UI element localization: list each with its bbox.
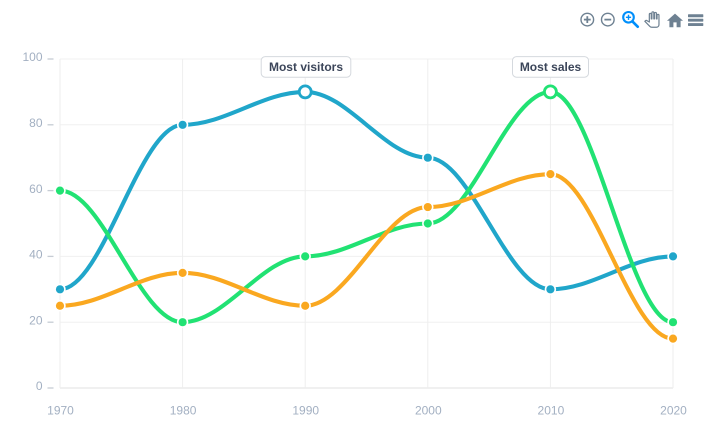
svg-text:Most visitors: Most visitors [269,60,343,74]
svg-text:20: 20 [29,313,43,327]
svg-text:Most sales: Most sales [520,60,582,74]
svg-text:40: 40 [29,248,43,262]
svg-text:0: 0 [36,379,43,393]
svg-text:2020: 2020 [660,404,687,418]
svg-text:2000: 2000 [415,404,442,418]
svg-text:1990: 1990 [292,404,319,418]
svg-text:2010: 2010 [538,404,565,418]
svg-text:60: 60 [29,182,43,196]
svg-text:100: 100 [22,50,42,64]
svg-text:1970: 1970 [47,404,74,418]
svg-text:80: 80 [29,116,43,130]
svg-text:1980: 1980 [170,404,197,418]
